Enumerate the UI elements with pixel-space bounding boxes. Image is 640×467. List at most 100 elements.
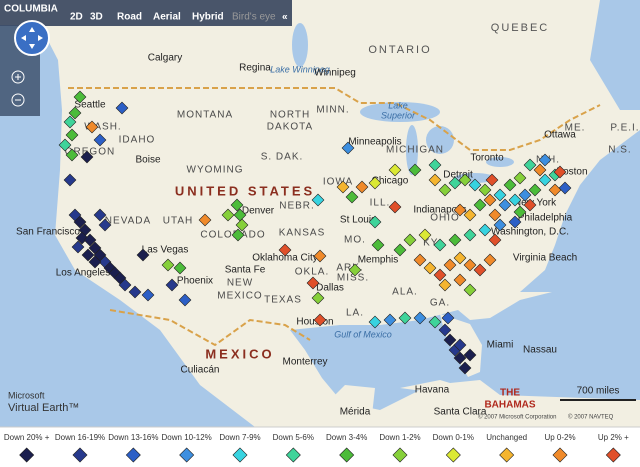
marker: [65, 148, 79, 162]
map-label: UTAH: [163, 216, 193, 227]
marker: [348, 263, 362, 277]
pacific-ocean: [0, 25, 255, 427]
marker: [118, 278, 132, 292]
map-label: Santa Clara: [434, 407, 487, 418]
marker: [81, 248, 95, 262]
marker: [93, 208, 107, 222]
marker: [80, 150, 94, 164]
legend-label: Down 3-4%: [326, 433, 367, 442]
marker: [98, 218, 112, 232]
legend-swatch: [499, 447, 515, 463]
map-label: Chicago: [372, 176, 409, 187]
map-label: ARK.: [336, 263, 363, 274]
style-hybrid[interactable]: Hybrid: [192, 12, 224, 23]
style-aerial[interactable]: Aerial: [153, 12, 181, 23]
zoom-out[interactable]: [11, 93, 25, 107]
map-label: OKLA.: [295, 267, 329, 278]
map-label: NEW: [227, 278, 253, 289]
markers: [58, 90, 572, 375]
map-label: WYOMING: [187, 165, 244, 176]
map-label: KY.: [423, 238, 441, 249]
marker: [413, 311, 427, 325]
map-label: Los Angeles: [56, 268, 111, 279]
view-3d[interactable]: 3D: [90, 12, 103, 23]
map-label: BAHAMAS: [484, 400, 535, 411]
marker: [468, 178, 482, 192]
legend-label: Up 0-2%: [544, 433, 575, 442]
map-label: IOWA: [323, 177, 353, 188]
map-label: KANSAS: [279, 228, 326, 239]
marker: [463, 208, 477, 222]
marker: [518, 188, 532, 202]
style-road[interactable]: Road: [117, 12, 142, 23]
map-label: ILL.: [370, 198, 391, 209]
map-label: Regina: [239, 63, 271, 74]
marker: [548, 183, 562, 197]
map-label: MINN.: [316, 105, 349, 116]
map-label: Washington, D.C.: [491, 227, 569, 238]
map-label: Nassau: [523, 345, 557, 356]
marker: [443, 258, 457, 272]
map-label: San Francisco: [16, 227, 80, 238]
marker: [473, 198, 487, 212]
region-label: COLUMBIA: [4, 4, 58, 15]
marker: [463, 283, 477, 297]
legend-label: Down 1-2%: [379, 433, 420, 442]
marker: [488, 208, 502, 222]
marker: [443, 333, 457, 347]
marker: [393, 243, 407, 257]
map-label: Dallas: [316, 283, 344, 294]
marker: [388, 163, 402, 177]
marker: [368, 176, 382, 190]
marker: [473, 263, 487, 277]
marker: [383, 313, 397, 327]
map-label: Lake Winnipeg: [270, 64, 329, 74]
marker: [88, 255, 102, 269]
marker: [508, 215, 522, 229]
brand: Virtual Earth™: [8, 402, 79, 414]
style-birds-eye[interactable]: Bird's eye: [232, 12, 276, 23]
map-label: Denver: [242, 206, 275, 217]
marker: [513, 205, 527, 219]
marker: [463, 228, 477, 242]
marker: [71, 240, 85, 254]
marker: [485, 173, 499, 187]
map-label: MO.: [344, 235, 366, 246]
marker: [398, 311, 412, 325]
yucatan: [330, 385, 375, 427]
marker: [413, 253, 427, 267]
marker: [368, 215, 382, 229]
marker: [198, 213, 212, 227]
marker: [371, 238, 385, 252]
collapse[interactable]: «: [282, 12, 288, 23]
marker: [453, 251, 467, 265]
pan-control[interactable]: [14, 20, 50, 56]
labels: Lake Winnipeg ONTARIO QUEBEC Calgary Regina W…: [16, 22, 639, 418]
marker: [453, 338, 467, 352]
map-label: Minneapolis: [348, 137, 401, 148]
map-label: Gulf of Mexico: [334, 329, 392, 339]
marker: [313, 313, 327, 327]
marker: [423, 261, 437, 275]
marker: [235, 218, 249, 232]
marker: [428, 158, 442, 172]
marker: [141, 288, 155, 302]
map-label: Ottawa: [544, 130, 576, 141]
zoom-in[interactable]: [11, 70, 25, 84]
map-label: St Louis: [340, 215, 376, 226]
map-label: ONTARIO: [368, 44, 431, 56]
map-label: Philadelphia: [518, 213, 573, 224]
border: [68, 87, 601, 151]
map-label: WASH.: [84, 122, 121, 133]
view-2d[interactable]: 2D: [70, 12, 83, 23]
marker: [355, 180, 369, 194]
marker: [528, 183, 542, 197]
scale-label: 700 miles: [577, 386, 620, 397]
marker: [311, 291, 325, 305]
map-label: Toronto: [470, 153, 504, 164]
marker: [93, 133, 107, 147]
map-label: N.S.: [608, 145, 631, 156]
marker: [533, 163, 547, 177]
pan-arrows: [21, 27, 43, 49]
marker: [493, 188, 507, 202]
